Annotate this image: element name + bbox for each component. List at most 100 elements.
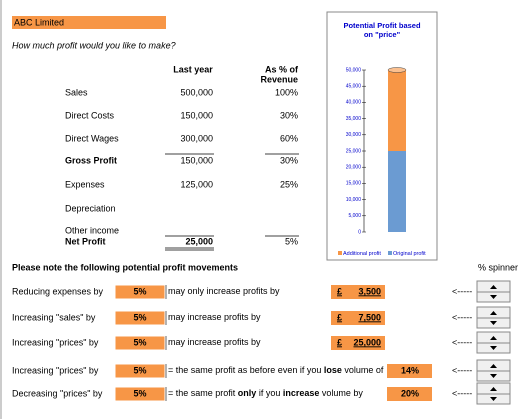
result-cell [387,387,432,401]
y-tick-label: 25,000 [346,148,362,154]
result-cell [331,336,385,350]
y-tick-label: 50,000 [346,67,362,73]
movement-text: may only increase profits by [168,286,280,296]
bar-segment [388,151,406,232]
input-cell[interactable] [114,386,166,402]
currency: £ [337,337,342,347]
arrow: <----- [452,312,472,322]
company-band [12,16,166,29]
result-cell [331,311,385,325]
spinner-up[interactable] [490,311,497,315]
spinner-down[interactable] [490,295,497,299]
input-value: 5% [133,286,146,296]
text-part: volume by [319,388,363,398]
input-value: 5% [133,312,146,322]
row-value: 25,000 [185,236,213,246]
column-header: Revenue [260,74,298,84]
spinner-up[interactable] [490,387,497,391]
chart-title: Potential Profit based [343,21,421,30]
movement-text: = the same profit only if you increase v… [168,388,363,398]
movement-label: Decreasing "prices" by [12,388,103,398]
text-part: may increase profits by [168,312,261,322]
input-cell[interactable] [114,284,166,300]
y-tick-label: 5,000 [348,213,361,219]
y-tick-label: 40,000 [346,100,362,106]
result-percent: 20% [401,388,419,398]
row-label: Sales [65,87,88,97]
question: How much profit would you like to make? [12,40,176,50]
row-percent: 100% [275,87,298,97]
row-value: 150,000 [180,110,213,120]
chart-frame [326,11,438,261]
input-cell[interactable] [114,310,166,326]
text-part: = the same profit as before even if you [168,365,324,375]
result-amount: 7,500 [358,312,381,322]
row-value: 150,000 [180,155,213,165]
row-percent: 5% [285,236,298,246]
currency: £ [337,286,342,296]
input-value: 5% [133,388,146,398]
spinner-up[interactable] [490,336,497,340]
input-value: 5% [133,365,146,375]
result-percent: 14% [401,365,419,375]
movement-text: may increase profits by [168,337,261,347]
spinner-down[interactable] [490,374,497,378]
row-label: Net Profit [65,236,106,246]
arrow: <----- [452,286,472,296]
arrow: <----- [452,388,472,398]
row-percent: 60% [280,133,298,143]
y-tick-label: 10,000 [346,197,362,203]
movement-label: Reducing expenses by [12,286,104,296]
row-label: Expenses [65,179,105,189]
arrow: <----- [452,337,472,347]
row-percent: 30% [280,155,298,165]
legend-label: Additional profit [343,251,381,257]
input-cell[interactable] [114,363,166,379]
spinner-down[interactable] [490,397,497,401]
row-value: 300,000 [180,133,213,143]
input-cell[interactable] [114,335,166,351]
legend-swatch [338,251,342,255]
column-header: Last year [173,64,213,74]
spinner-label: % spinner [478,262,518,272]
text-part: may increase profits by [168,337,261,347]
y-tick-label: 45,000 [346,84,362,90]
y-tick-label: 15,000 [346,181,362,187]
bar-cap [387,67,407,73]
movement-text: may increase profits by [168,312,261,322]
y-tick-label: 20,000 [346,165,362,171]
y-tick-label: 0 [358,229,361,235]
arrow: <----- [452,365,472,375]
text-part: increase [283,388,320,398]
result-cell [331,285,385,299]
result-amount: 25,000 [353,337,381,347]
row-label: Depreciation [65,203,116,213]
y-tick-label: 35,000 [346,116,362,122]
row-label: Direct Wages [65,133,119,143]
movement-label: Increasing "prices" by [12,365,99,375]
row-value: 125,000 [180,179,213,189]
column-header: As % of [265,64,299,74]
y-tick-label: 30,000 [346,132,362,138]
movement-label: Increasing "sales" by [12,312,96,322]
row-label: Direct Costs [65,110,115,120]
legend-swatch [388,251,392,255]
row-percent: 25% [280,179,298,189]
company: ABC Limited [14,17,64,27]
text-part: = the same profit [168,388,238,398]
text-part: may only increase profits by [168,286,280,296]
movement-label: Increasing "prices" by [12,337,99,347]
spinner-up[interactable] [490,285,497,289]
bar-segment [388,70,406,151]
spinner-down[interactable] [490,321,497,325]
spinner-down[interactable] [490,346,497,350]
row-label: Gross Profit [65,155,117,165]
text-part: only [238,388,257,398]
row-percent: 30% [280,110,298,120]
spinner-up[interactable] [490,364,497,368]
movement-text: = the same profit as before even if you … [168,365,384,375]
chart-title: on "price" [364,30,401,39]
result-amount: 3,500 [358,286,381,296]
row-label: Other income [65,225,119,235]
